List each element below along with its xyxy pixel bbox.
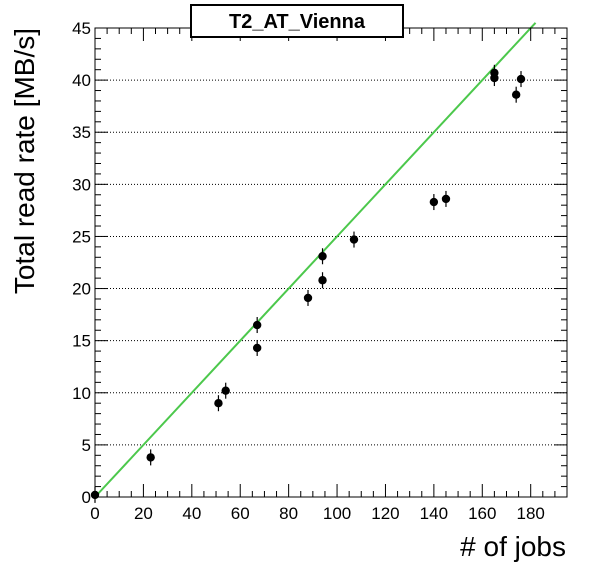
point-marker	[146, 453, 155, 462]
point-marker	[252, 320, 262, 330]
y-tick-label: 5	[82, 436, 91, 455]
y-tick-label: 20	[72, 280, 91, 299]
point-marker	[214, 399, 223, 408]
x-tick-label: 140	[420, 504, 448, 523]
y-tick-label: 45	[72, 19, 91, 38]
data-point	[252, 317, 262, 334]
point-marker	[490, 73, 499, 83]
y-tick-label: 25	[72, 227, 91, 246]
plot-frame	[94, 27, 568, 498]
data-point	[252, 339, 262, 356]
data-point	[349, 231, 359, 248]
chart-title: T2_AT_Vienna	[229, 11, 366, 33]
point-marker	[349, 235, 359, 244]
point-marker	[252, 343, 262, 353]
y-tick-label: 30	[72, 175, 91, 194]
fit-line-layer	[94, 22, 537, 498]
y-axis-label: Total read rate [MB/s]	[9, 28, 40, 294]
chart-title-box: T2_AT_Vienna	[190, 4, 404, 38]
x-tick-label: 20	[134, 504, 153, 523]
data-point	[318, 272, 327, 289]
data-point	[516, 71, 526, 88]
point-marker	[441, 194, 451, 204]
y-tick-label: 10	[72, 384, 91, 403]
data-point	[441, 190, 451, 207]
y-tick-label: 40	[72, 71, 91, 90]
data-point	[511, 86, 521, 103]
data-point	[221, 382, 230, 399]
point-marker	[511, 90, 521, 99]
data-point	[429, 194, 439, 211]
data-point	[318, 248, 327, 265]
x-axis-label: # of jobs	[460, 531, 566, 562]
data-point	[146, 449, 155, 466]
point-marker	[516, 74, 526, 84]
x-tick-label: 120	[371, 504, 399, 523]
x-tick-label: 40	[182, 504, 201, 523]
y-tick-label: 35	[72, 123, 91, 142]
data-point	[490, 70, 499, 87]
point-marker	[221, 386, 230, 395]
x-tick-label: 0	[90, 504, 99, 523]
x-tick-label: 80	[279, 504, 298, 523]
point-marker	[318, 276, 327, 285]
x-axis-ticks: 0 20 40 60 80 100 120 140 160 180	[90, 28, 556, 523]
point-marker	[429, 197, 439, 207]
grid-lines	[95, 79, 567, 446]
point-marker	[318, 252, 327, 261]
data-point	[214, 395, 223, 412]
x-tick-label: 160	[468, 504, 496, 523]
y-tick-label: 15	[72, 332, 91, 351]
y-axis-ticks: 0 5 10 15 20 25 30 35 40 45	[72, 19, 567, 507]
x-tick-label: 60	[231, 504, 250, 523]
x-tick-label: 100	[323, 504, 351, 523]
point-marker	[303, 293, 313, 303]
data-points	[90, 64, 526, 503]
y-tick-label: 0	[82, 488, 91, 507]
x-tick-label: 180	[517, 504, 545, 523]
data-point	[303, 289, 313, 306]
fit-line	[94, 22, 537, 498]
